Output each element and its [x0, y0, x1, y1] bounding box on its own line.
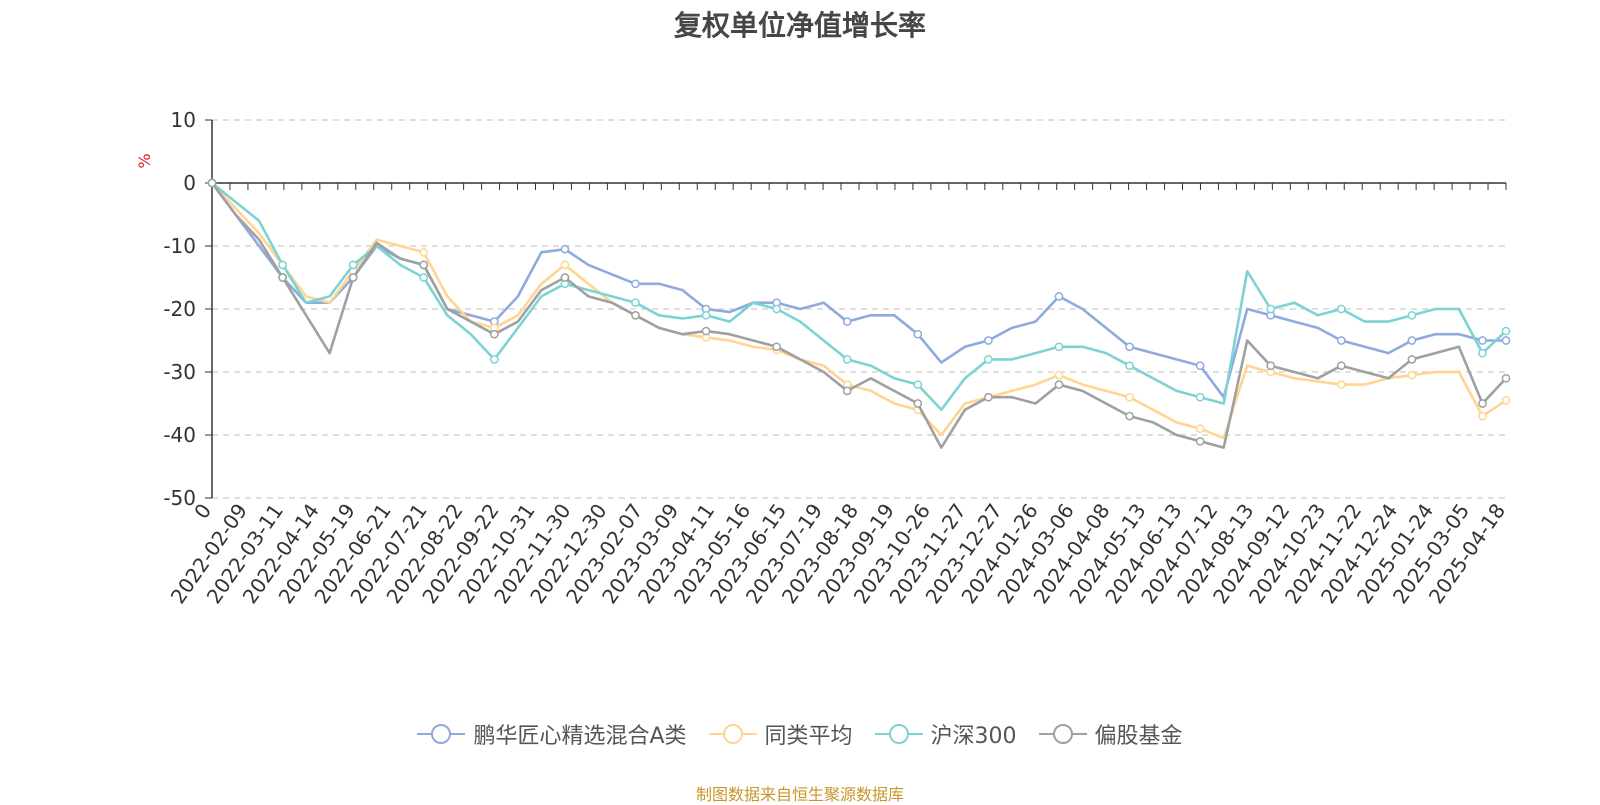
data-point — [419, 273, 429, 282]
data-point — [1501, 336, 1511, 345]
data-point — [1054, 370, 1064, 380]
data-point — [1125, 361, 1134, 371]
data-point — [1336, 304, 1346, 314]
data-point — [1054, 380, 1064, 389]
y-tick-label: -30 — [163, 360, 196, 384]
series-lines — [207, 178, 1511, 449]
data-point — [631, 310, 640, 320]
data-point — [701, 326, 711, 336]
legend-marker-icon — [1038, 724, 1087, 744]
y-tick-label: -50 — [163, 486, 196, 510]
data-point — [348, 260, 358, 270]
data-point — [913, 380, 923, 389]
data-point — [984, 336, 993, 345]
gridlines — [212, 119, 1506, 499]
x-tick-labels: 02022-02-092022-03-112022-04-142022-05-1… — [166, 499, 1510, 608]
data-point — [1501, 326, 1511, 336]
data-point — [631, 298, 640, 308]
data-point — [489, 355, 499, 364]
data-point — [1054, 292, 1064, 301]
data-point — [1195, 361, 1205, 371]
series-line-2 — [211, 182, 1507, 440]
series-line-4 — [210, 182, 1507, 449]
data-point — [207, 178, 217, 188]
data-point — [1336, 361, 1346, 371]
data-point — [1407, 336, 1417, 345]
source-note: 制图数据来自恒生聚源数据库 — [695, 785, 904, 804]
data-point — [278, 273, 287, 282]
data-point — [1195, 436, 1205, 446]
data-point — [1125, 392, 1134, 402]
legend-marker-icon — [708, 724, 757, 744]
data-point — [1478, 348, 1487, 358]
data-point — [1125, 411, 1134, 421]
data-point — [1266, 304, 1276, 314]
legend-circle — [1052, 724, 1073, 744]
data-point — [1478, 336, 1487, 345]
data-point — [278, 260, 287, 270]
y-tick-label: 10 — [171, 108, 196, 132]
data-point — [631, 279, 640, 289]
data-point — [419, 260, 429, 270]
data-point — [1195, 392, 1205, 402]
data-point — [1125, 342, 1134, 352]
series-line-1 — [210, 182, 1506, 399]
legend: 鹏华匠心精选混合A类 同类平均 沪深300 偏股基金 — [0, 718, 1600, 750]
legend-label: 沪深300 — [930, 724, 1017, 749]
data-point — [560, 273, 570, 282]
line-chart: % 10 0 -10 -20 -30 -40 -50 02022-02-092022-03-… — [135, 108, 1511, 608]
y-tick-label: -40 — [163, 423, 196, 447]
data-point — [1195, 424, 1205, 434]
data-point — [701, 310, 711, 320]
data-point — [1478, 411, 1487, 421]
data-point — [913, 399, 923, 408]
data-point — [984, 355, 993, 364]
data-point — [1336, 336, 1346, 345]
legend-item[interactable]: 偏股基金 — [1038, 718, 1183, 750]
legend-label: 同类平均 — [764, 724, 853, 749]
data-point — [1054, 342, 1064, 352]
legend-label: 偏股基金 — [1094, 724, 1183, 749]
data-point — [1336, 380, 1346, 389]
chart-title: 复权单位净值增长率 — [673, 9, 926, 42]
data-point — [1266, 361, 1276, 371]
data-point — [984, 392, 993, 402]
legend-marker-icon — [417, 724, 466, 744]
legend-item[interactable]: 同类平均 — [708, 718, 853, 750]
data-point — [419, 247, 429, 257]
y-tick-label: 0 — [183, 171, 196, 195]
legend-label: 鹏华匠心精选混合A类 — [473, 724, 687, 749]
data-point — [842, 355, 852, 364]
legend-circle — [722, 724, 743, 744]
data-point — [1407, 355, 1417, 364]
data-point — [560, 244, 570, 254]
x-tick-label: 0 — [189, 499, 216, 523]
data-point — [1407, 310, 1417, 320]
data-point — [913, 329, 923, 339]
data-point — [348, 273, 358, 282]
y-tick-label: -10 — [163, 234, 196, 258]
legend-circle — [431, 724, 452, 744]
series-line-3 — [211, 181, 1507, 412]
legend-marker-icon — [874, 724, 923, 744]
data-point — [489, 329, 499, 339]
legend-item[interactable]: 沪深300 — [874, 718, 1017, 750]
data-point — [772, 304, 782, 314]
data-point — [772, 342, 782, 352]
data-point — [560, 260, 570, 270]
legend-circle — [888, 724, 909, 744]
data-point — [842, 386, 852, 396]
y-axis-unit-label: % — [135, 153, 154, 168]
data-point — [1501, 396, 1511, 405]
data-point — [1501, 373, 1511, 383]
data-point — [842, 317, 852, 326]
data-point — [1407, 370, 1417, 380]
data-point — [1478, 399, 1487, 408]
y-tick-label: -20 — [163, 297, 196, 321]
legend-item[interactable]: 鹏华匠心精选混合A类 — [417, 718, 687, 750]
y-tick-labels: 10 0 -10 -20 -30 -40 -50 — [163, 108, 196, 510]
